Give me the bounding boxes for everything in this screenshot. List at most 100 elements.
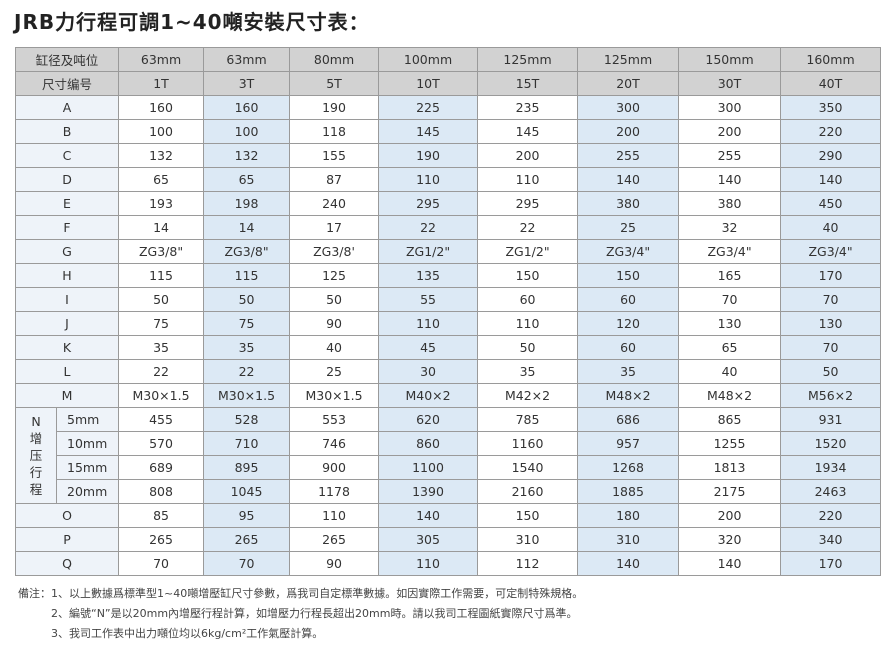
cell: 300 [577,95,680,120]
cell: 70 [780,335,882,360]
cell: 55 [378,287,479,312]
cell: 1885 [577,479,680,504]
row-label: E [14,191,120,216]
cell: 100 [118,119,205,144]
cell: 35 [577,359,680,384]
cell: 305 [378,527,479,552]
cell: 95 [203,503,291,528]
row: A 160 160 190 225 235 300 300 350 [14,95,882,120]
cell: ZG3/8" [203,239,291,264]
cell: 220 [780,503,882,528]
cell: 957 [577,431,680,456]
cell: 310 [577,527,680,552]
cell: 865 [678,407,782,432]
title: JRB力行程可調1~40噸安裝尺寸表： [14,10,370,34]
cell: 265 [289,527,380,552]
cell: 193 [118,191,205,216]
header-row: 尺寸编号 1T 3T 5T 10T 15T 20T 30T 40T [14,71,882,96]
cell: 160 [203,95,291,120]
cell: 198 [203,191,291,216]
header-cell: 100mm [378,47,479,72]
cell: 235 [477,95,579,120]
header-label: 缸径及吨位 [14,47,120,72]
size-table: 缸径及吨位 63mm 63mm 80mm 100mm 125mm 125mm 150mm 160… [14,47,882,576]
cell: 150 [577,263,680,288]
row-label: F [14,215,120,240]
cell: 130 [678,311,782,336]
cell: 295 [477,191,579,216]
cell: 180 [577,503,680,528]
cell: 60 [577,287,680,312]
cell: 2160 [477,479,579,504]
cell: 1813 [678,455,782,480]
row-label: I [14,287,120,312]
cell: 17 [289,215,380,240]
cell: 132 [118,143,205,168]
cell: 35 [477,359,579,384]
cell: 70 [780,287,882,312]
cell: 190 [378,143,479,168]
header-cell: 63mm [118,47,205,72]
cell: 70 [118,551,205,576]
notes-prefix: 備注： [18,587,51,600]
row: M M30×1.5 M30×1.5 M30×1.5 M40×2 M42×2 M48×2 M48… [14,383,882,408]
cell: 32 [678,215,782,240]
row-label: M [14,383,120,408]
cell: 22 [118,359,205,384]
cell: 1934 [780,455,882,480]
cell: M30×1.5 [118,383,205,408]
cell: 132 [203,143,291,168]
cell: 340 [780,527,882,552]
cell: 110 [289,503,380,528]
cell: 140 [577,167,680,192]
note-item: 1、以上數據爲標準型1~40噸增壓缸尺寸參數，爲我司自定標準數據。如因實際工作需… [51,587,584,600]
header-cell: 30T [678,71,782,96]
cell: 30 [378,359,479,384]
cell: 1045 [203,479,291,504]
cell: ZG3/4" [678,239,782,264]
header-cell: 160mm [780,47,882,72]
cell: 110 [477,167,579,192]
row: F 14 14 17 22 22 25 32 40 [14,215,882,240]
cell: 200 [577,119,680,144]
row-label: P [14,527,120,552]
cell: ZG3/8" [118,239,205,264]
header-cell: 63mm [203,47,291,72]
cell: 746 [289,431,380,456]
cell: 75 [118,311,205,336]
cell: M30×1.5 [203,383,291,408]
cell: 65 [203,167,291,192]
cell: 380 [678,191,782,216]
cell: 25 [289,359,380,384]
cell: M48×2 [577,383,680,408]
cell: 40 [780,215,882,240]
cell: 1540 [477,455,579,480]
cell: 150 [477,263,579,288]
cell: 808 [118,479,205,504]
cell: 25 [577,215,680,240]
header-cell: 125mm [477,47,579,72]
row: C 132 132 155 190 200 255 255 290 [14,143,882,168]
cell: 60 [577,335,680,360]
cell: 1390 [378,479,479,504]
cell: 2463 [780,479,882,504]
cell: ZG3/4" [780,239,882,264]
cell: 40 [678,359,782,384]
cell: 300 [678,95,782,120]
header-cell: 15T [477,71,579,96]
group-row: 20mm 808 1045 1178 1390 2160 1885 2175 2463 [16,479,882,504]
cell: 120 [577,311,680,336]
cell: 118 [289,119,380,144]
cell: 320 [678,527,782,552]
cell: ZG3/8' [289,239,380,264]
cell: M30×1.5 [289,383,380,408]
header-cell: 80mm [289,47,380,72]
group-row: 15mm 689 895 900 1100 1540 1268 1813 1934 [16,455,882,480]
cell: ZG3/4" [577,239,680,264]
cell: M40×2 [378,383,479,408]
row-label: D [14,167,120,192]
cell: 240 [289,191,380,216]
cell: 900 [289,455,380,480]
cell: 50 [289,287,380,312]
